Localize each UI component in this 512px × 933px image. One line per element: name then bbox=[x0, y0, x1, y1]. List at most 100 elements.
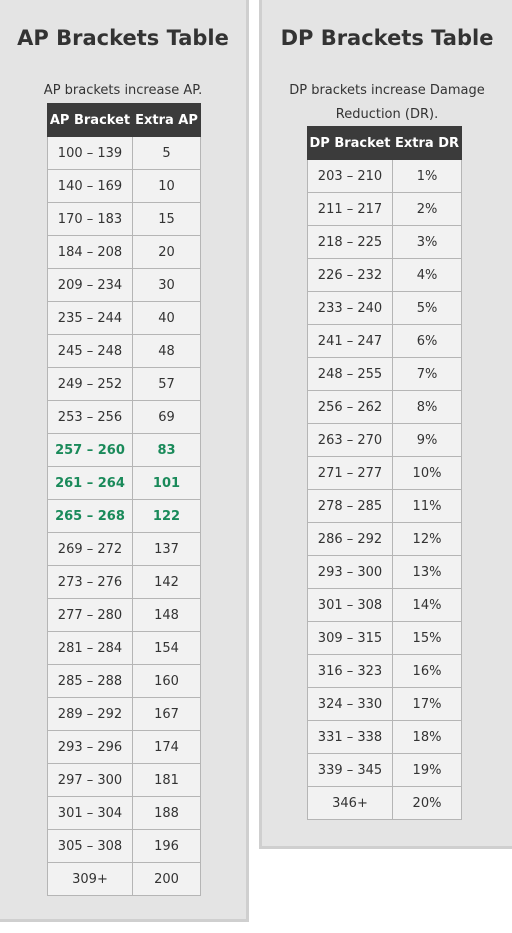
ap-value-cell: 20 bbox=[132, 235, 201, 269]
dp-bracket-cell: 309 – 315 bbox=[307, 621, 393, 655]
table-row: 309 – 315 15% bbox=[307, 621, 462, 655]
ap-bracket-cell: 170 – 183 bbox=[47, 202, 133, 236]
ap-bracket-cell: 265 – 268 bbox=[47, 499, 133, 533]
table-row: 226 – 232 4% bbox=[307, 258, 462, 292]
table-row: 273 – 276 142 bbox=[47, 565, 201, 599]
dp-value-cell: 8% bbox=[392, 390, 462, 424]
dp-value-cell: 6% bbox=[392, 324, 462, 358]
table-row: 245 – 248 48 bbox=[47, 334, 201, 368]
dp-bracket-cell: 271 – 277 bbox=[307, 456, 393, 490]
ap-value-cell: 10 bbox=[132, 169, 201, 203]
table-row: 256 – 262 8% bbox=[307, 390, 462, 424]
table-row: 277 – 280 148 bbox=[47, 598, 201, 632]
table-row: 289 – 292 167 bbox=[47, 697, 201, 731]
table-row: 249 – 252 57 bbox=[47, 367, 201, 401]
table-row: 301 – 304 188 bbox=[47, 796, 201, 830]
dp-brackets-table: DP Bracket Extra DR 203 – 210 1% 211 – 217… bbox=[307, 126, 462, 820]
ap-value-cell: 188 bbox=[132, 796, 201, 830]
table-header-row: DP Bracket Extra DR bbox=[307, 126, 462, 160]
table-row: 269 – 272 137 bbox=[47, 532, 201, 566]
ap-bracket-cell: 281 – 284 bbox=[47, 631, 133, 665]
dp-bracket-cell: 226 – 232 bbox=[307, 258, 393, 292]
table-row: 339 – 345 19% bbox=[307, 753, 462, 787]
ap-bracket-cell: 249 – 252 bbox=[47, 367, 133, 401]
dp-value-cell: 19% bbox=[392, 753, 462, 787]
table-row: 140 – 169 10 bbox=[47, 169, 201, 203]
ap-bracket-cell: 209 – 234 bbox=[47, 268, 133, 302]
table-row: 301 – 308 14% bbox=[307, 588, 462, 622]
table-row: 316 – 323 16% bbox=[307, 654, 462, 688]
table-row: 233 – 240 5% bbox=[307, 291, 462, 325]
dp-bracket-cell: 339 – 345 bbox=[307, 753, 393, 787]
dp-table-description: DP brackets increase Damage Reduction (D… bbox=[289, 83, 485, 122]
table-row: 211 – 217 2% bbox=[307, 192, 462, 226]
ap-bracket-cell: 273 – 276 bbox=[47, 565, 133, 599]
ap-value-cell: 122 bbox=[132, 499, 201, 533]
table-row: 293 – 300 13% bbox=[307, 555, 462, 589]
dp-bracket-cell: 263 – 270 bbox=[307, 423, 393, 457]
table-row: 278 – 285 11% bbox=[307, 489, 462, 523]
dp-brackets-panel: DP Brackets Table DP brackets increase D… bbox=[259, 0, 512, 849]
table-row: 263 – 270 9% bbox=[307, 423, 462, 457]
table-row: 271 – 277 10% bbox=[307, 456, 462, 490]
table-row: 265 – 268 122 bbox=[47, 499, 201, 533]
dp-bracket-cell: 286 – 292 bbox=[307, 522, 393, 556]
ap-value-cell: 200 bbox=[132, 862, 201, 896]
dp-value-cell: 18% bbox=[392, 720, 462, 754]
dp-value-cell: 17% bbox=[392, 687, 462, 721]
ap-value-cell: 142 bbox=[132, 565, 201, 599]
ap-bracket-cell: 277 – 280 bbox=[47, 598, 133, 632]
ap-bracket-cell: 297 – 300 bbox=[47, 763, 133, 797]
table-row: 297 – 300 181 bbox=[47, 763, 201, 797]
dp-value-cell: 3% bbox=[392, 225, 462, 259]
table-row: 257 – 260 83 bbox=[47, 433, 201, 467]
dp-bracket-cell: 203 – 210 bbox=[307, 159, 393, 193]
ap-bracket-cell: 257 – 260 bbox=[47, 433, 133, 467]
ap-value-cell: 196 bbox=[132, 829, 201, 863]
dp-value-cell: 7% bbox=[392, 357, 462, 391]
ap-bracket-cell: 140 – 169 bbox=[47, 169, 133, 203]
dp-bracket-cell: 233 – 240 bbox=[307, 291, 393, 325]
dp-bracket-cell: 301 – 308 bbox=[307, 588, 393, 622]
dp-bracket-cell: 248 – 255 bbox=[307, 357, 393, 391]
dp-bracket-cell: 278 – 285 bbox=[307, 489, 393, 523]
dp-bracket-cell: 293 – 300 bbox=[307, 555, 393, 589]
table-row: 286 – 292 12% bbox=[307, 522, 462, 556]
table-row: 235 – 244 40 bbox=[47, 301, 201, 335]
dp-value-cell: 13% bbox=[392, 555, 462, 589]
ap-bracket-cell: 184 – 208 bbox=[47, 235, 133, 269]
dp-bracket-cell: 211 – 217 bbox=[307, 192, 393, 226]
ap-bracket-cell: 245 – 248 bbox=[47, 334, 133, 368]
dp-value-cell: 16% bbox=[392, 654, 462, 688]
table-header-row: AP Bracket Extra AP bbox=[47, 103, 201, 137]
ap-table-body: 100 – 139 5 140 – 169 10 170 – 183 15 184 – 20… bbox=[47, 136, 201, 896]
ap-value-cell: 5 bbox=[132, 136, 201, 170]
dp-bracket-cell: 331 – 338 bbox=[307, 720, 393, 754]
table-row: 324 – 330 17% bbox=[307, 687, 462, 721]
dp-bracket-cell: 316 – 323 bbox=[307, 654, 393, 688]
ap-value-cell: 160 bbox=[132, 664, 201, 698]
ap-value-cell: 57 bbox=[132, 367, 201, 401]
dp-table-body: 203 – 210 1% 211 – 217 2% 218 – 225 3% 226 – 2… bbox=[307, 159, 462, 820]
dp-bracket-cell: 218 – 225 bbox=[307, 225, 393, 259]
table-row: 209 – 234 30 bbox=[47, 268, 201, 302]
dp-bracket-cell: 346+ bbox=[307, 786, 393, 820]
ap-bracket-cell: 305 – 308 bbox=[47, 829, 133, 863]
ap-value-cell: 167 bbox=[132, 697, 201, 731]
ap-table-title: AP Brackets Table bbox=[17, 26, 229, 50]
ap-value-cell: 30 bbox=[132, 268, 201, 302]
dp-bracket-cell: 324 – 330 bbox=[307, 687, 393, 721]
dp-value-cell: 10% bbox=[392, 456, 462, 490]
dp-bracket-cell: 256 – 262 bbox=[307, 390, 393, 424]
table-row: 170 – 183 15 bbox=[47, 202, 201, 236]
dp-value-cell: 14% bbox=[392, 588, 462, 622]
ap-value-cell: 181 bbox=[132, 763, 201, 797]
ap-bracket-cell: 269 – 272 bbox=[47, 532, 133, 566]
dp-value-cell: 1% bbox=[392, 159, 462, 193]
ap-value-cell: 48 bbox=[132, 334, 201, 368]
table-row: 218 – 225 3% bbox=[307, 225, 462, 259]
ap-bracket-cell: 285 – 288 bbox=[47, 664, 133, 698]
ap-bracket-cell: 235 – 244 bbox=[47, 301, 133, 335]
ap-bracket-cell: 301 – 304 bbox=[47, 796, 133, 830]
ap-value-cell: 154 bbox=[132, 631, 201, 665]
